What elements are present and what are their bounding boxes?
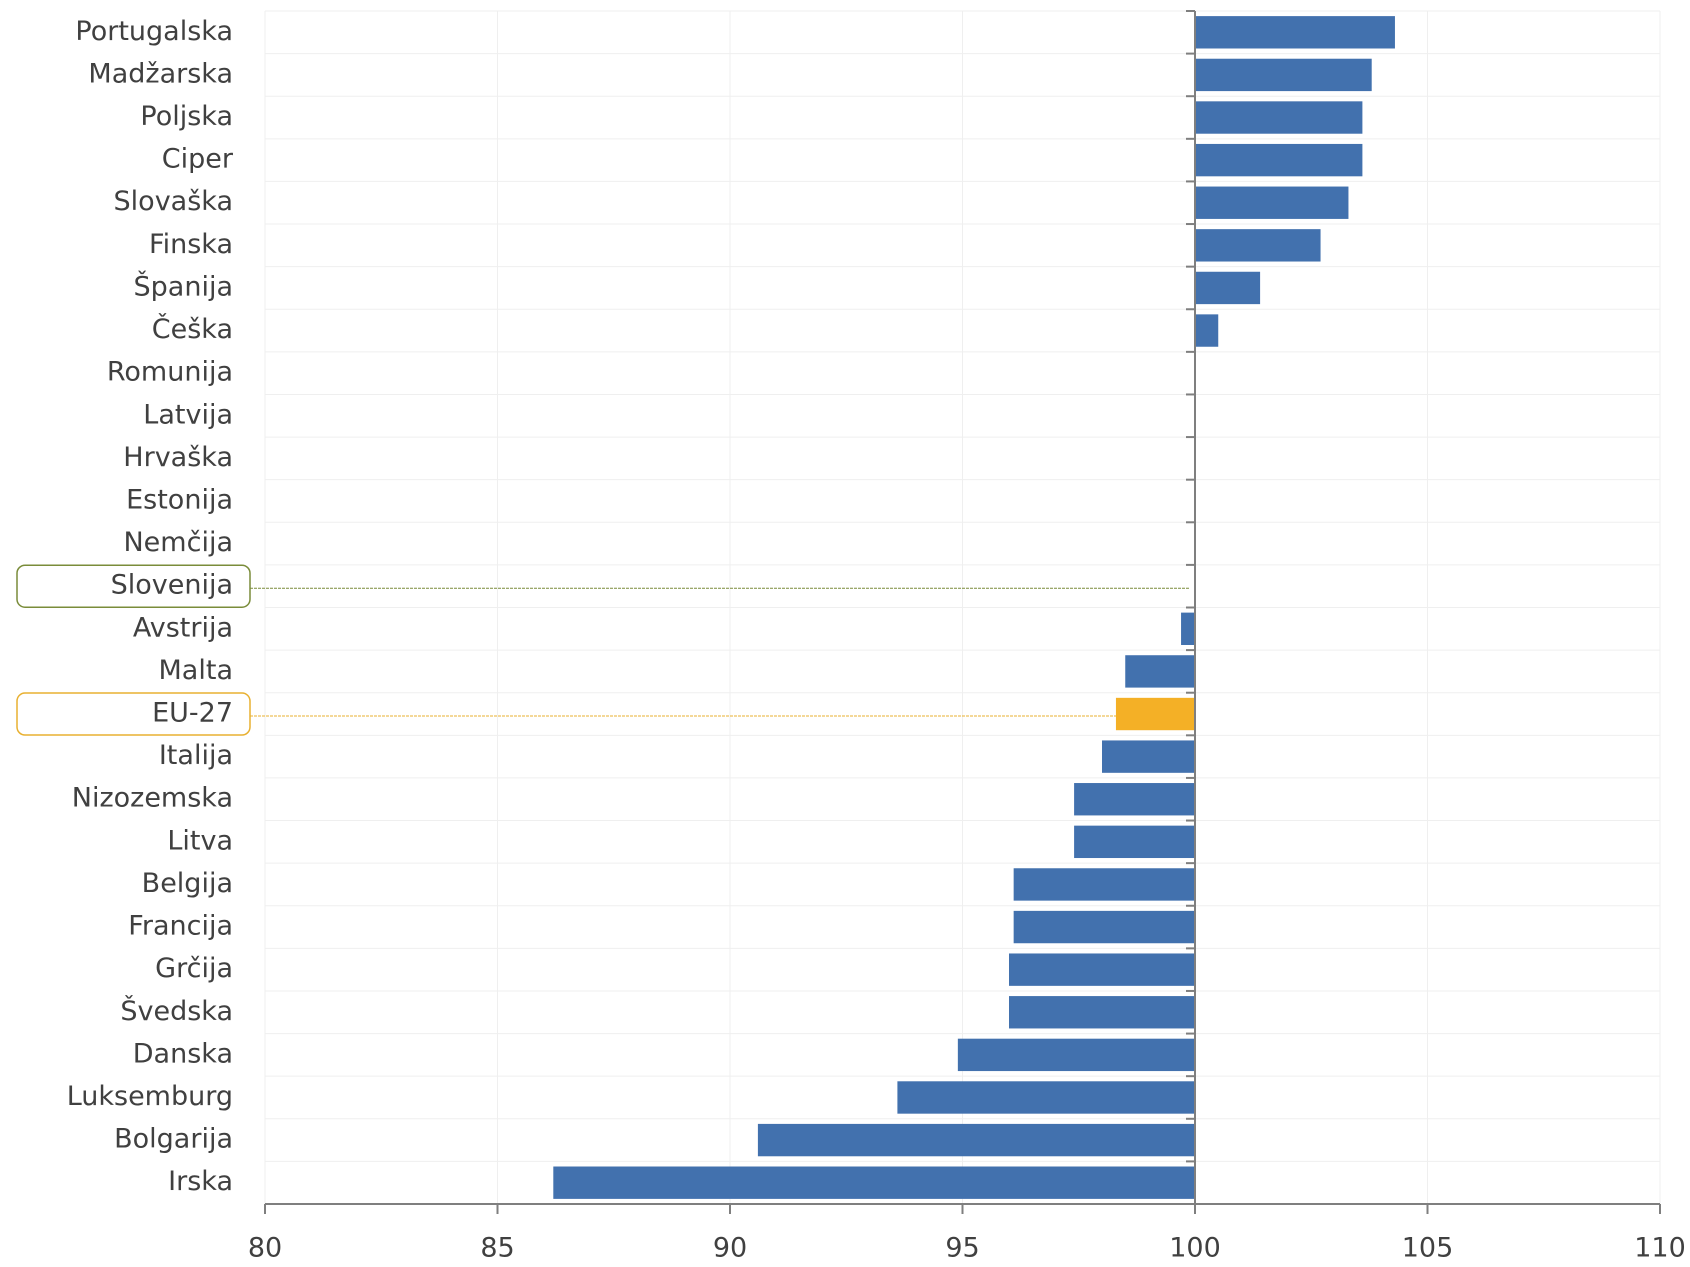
bar <box>757 1123 1195 1157</box>
y-tick-label: Nemčija <box>123 527 233 558</box>
y-tick-label: Nizozemska <box>72 783 233 814</box>
y-tick-label: Grčija <box>155 953 233 984</box>
y-tick-label: Poljska <box>140 101 233 132</box>
bar <box>1195 58 1372 92</box>
y-tick-label: Portugalska <box>75 16 233 47</box>
bar <box>1195 143 1363 177</box>
y-tick-label: Danska <box>133 1038 233 1069</box>
bar <box>553 1166 1195 1199</box>
label-box <box>16 564 251 608</box>
bar <box>1181 612 1195 645</box>
y-tick-label: Belgija <box>142 868 233 899</box>
bar <box>1125 655 1195 688</box>
y-tick-label: Luksemburg <box>67 1081 233 1112</box>
bar <box>1195 271 1261 305</box>
bar <box>1115 697 1195 731</box>
bar <box>1195 101 1363 134</box>
y-tick-label: Italija <box>159 740 233 771</box>
y-tick-label: Španija <box>134 270 233 302</box>
bar <box>1195 314 1219 347</box>
x-tick-label: 90 <box>713 1233 747 1264</box>
bar <box>897 1081 1195 1114</box>
bar <box>1074 783 1195 816</box>
y-tick-label: Češka <box>152 313 233 345</box>
y-tick-label: Malta <box>159 655 233 686</box>
label-box <box>16 692 251 736</box>
y-tick-label: Finska <box>149 229 233 260</box>
bar <box>957 1038 1195 1072</box>
y-tick-label: Ciper <box>162 144 234 175</box>
y-tick-label: EU-27 <box>152 698 233 729</box>
x-tick-label: 105 <box>1402 1233 1454 1264</box>
y-tick-label: Irska <box>168 1166 233 1197</box>
x-tick-label: 110 <box>1634 1233 1686 1264</box>
x-tick-label: 85 <box>480 1233 514 1264</box>
y-tick-label: Francija <box>128 911 233 942</box>
y-tick-label: Estonija <box>126 484 233 515</box>
bar <box>1013 868 1195 901</box>
bar <box>1195 229 1321 262</box>
y-tick-label: Slovenija <box>111 570 233 601</box>
y-tick-label: Slovaška <box>114 186 233 217</box>
y-tick-label: Švedska <box>120 995 233 1027</box>
x-tick-label: 80 <box>248 1233 282 1264</box>
y-tick-label: Romunija <box>107 357 233 388</box>
bar <box>1013 910 1195 944</box>
bar <box>1102 740 1195 773</box>
bar <box>1009 953 1195 986</box>
y-tick-label: Madžarska <box>88 58 233 89</box>
y-tick-label: Avstrija <box>133 612 233 643</box>
x-tick-label: 100 <box>1169 1233 1221 1264</box>
y-tick-label: Litva <box>167 825 233 856</box>
bar <box>1195 16 1395 49</box>
y-tick-label: Hrvaška <box>123 442 233 473</box>
x-tick-label: 95 <box>945 1233 979 1264</box>
bar <box>1195 186 1349 219</box>
bar <box>1074 825 1195 859</box>
bar <box>1009 996 1195 1029</box>
y-tick-label: Latvija <box>143 399 233 430</box>
y-tick-label: Bolgarija <box>114 1124 233 1155</box>
